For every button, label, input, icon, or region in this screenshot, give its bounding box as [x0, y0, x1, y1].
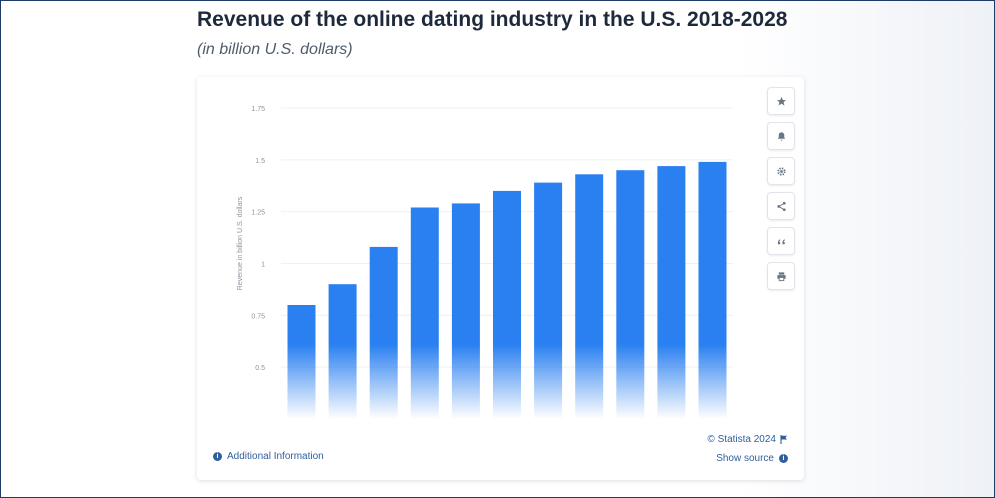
y-tick-label: 1.25 — [251, 210, 265, 217]
show-source-label: Show source — [716, 453, 774, 464]
bar[interactable] — [698, 161, 727, 419]
bar[interactable] — [369, 246, 398, 419]
page-subtitle: (in billion U.S. dollars) — [197, 41, 353, 58]
additional-information-label: Additional Information — [227, 451, 324, 462]
favorite-button[interactable] — [767, 87, 795, 115]
y-tick-label: 1.5 — [255, 158, 265, 165]
share-icon — [776, 201, 786, 211]
y-axis-label: Revenue in billion U.S. dollars — [237, 196, 244, 290]
bar[interactable] — [616, 170, 645, 419]
y-tick-label: 0.5 — [255, 365, 265, 372]
chart-toolbar — [767, 87, 795, 297]
info-icon: i — [213, 452, 222, 461]
bar[interactable] — [287, 305, 316, 419]
bar[interactable] — [451, 203, 480, 419]
share-button[interactable] — [767, 192, 795, 220]
bar[interactable] — [575, 174, 604, 419]
bar[interactable] — [657, 166, 686, 419]
info-icon: i — [779, 454, 788, 463]
copyright-link[interactable]: © Statista 2024 — [707, 434, 788, 445]
star-icon — [776, 96, 786, 106]
notification-button[interactable] — [767, 122, 795, 150]
bar[interactable] — [410, 207, 439, 420]
page-title: Revenue of the online dating industry in… — [197, 8, 788, 31]
flag-icon — [780, 435, 787, 444]
bar-chart: 0.5 0.75 1 1.25 1.5 1.75 Revenue in billion U.… — [237, 106, 733, 420]
bar[interactable] — [493, 190, 521, 419]
copyright-label: © Statista 2024 — [707, 434, 776, 445]
bar[interactable] — [534, 182, 563, 419]
quote-icon — [777, 238, 785, 244]
print-icon — [776, 271, 786, 281]
print-button[interactable] — [767, 262, 795, 290]
bar[interactable] — [328, 284, 357, 419]
chart-card: 0.5 0.75 1 1.25 1.5 1.75 Revenue in billion U.… — [197, 77, 804, 480]
settings-button[interactable] — [767, 157, 795, 185]
y-tick-label: 0.75 — [251, 313, 265, 320]
show-source-link[interactable]: Show source i — [716, 453, 788, 464]
bell-icon — [777, 131, 785, 141]
cite-button[interactable] — [767, 227, 795, 255]
gear-icon — [776, 166, 786, 176]
y-tick-label: 1 — [261, 262, 265, 269]
additional-information-link[interactable]: i Additional Information — [213, 451, 324, 462]
y-tick-label: 1.75 — [251, 106, 265, 113]
